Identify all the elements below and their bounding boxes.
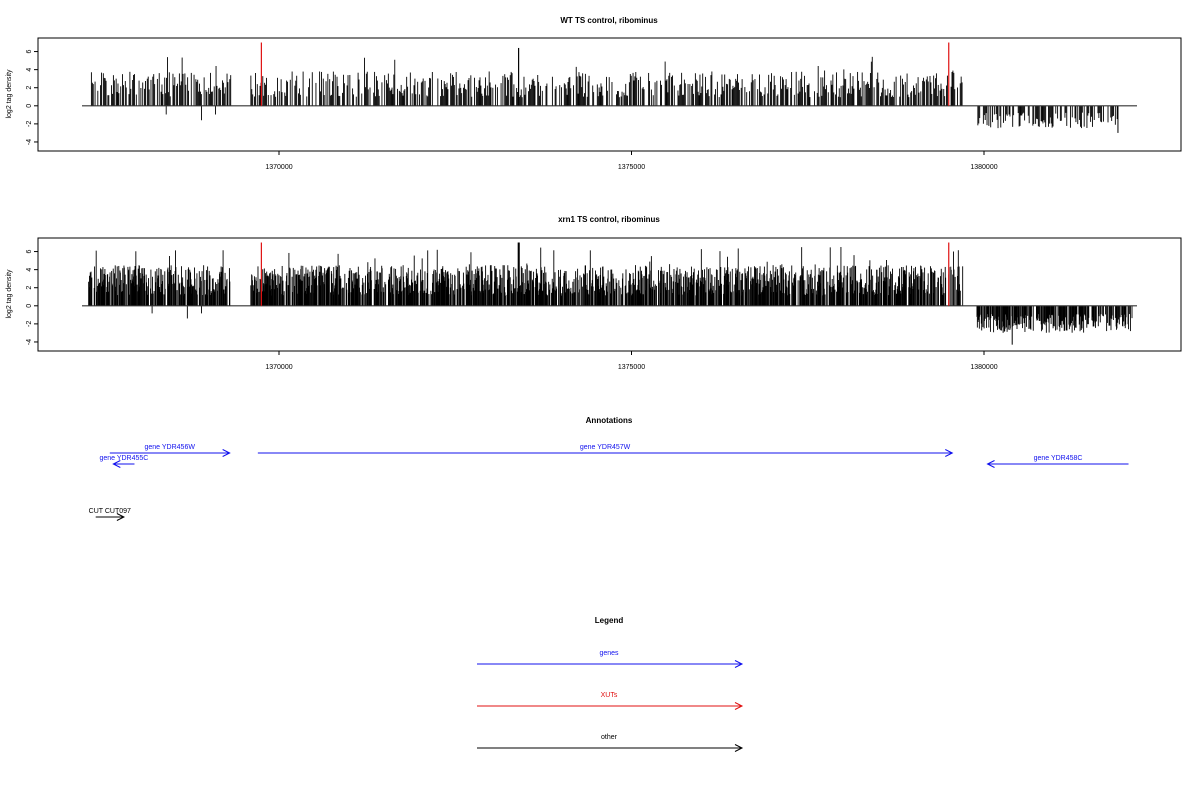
- annotation-feature: CUT CUT097: [89, 508, 131, 521]
- wt-panel: WT TS control, ribominus log2 tag densit…: [6, 16, 1182, 171]
- xrn1-y-axis-label: log2 tag density: [6, 269, 13, 319]
- annotation-arrow-head: [112, 460, 121, 468]
- annotation-label: gene YDR455C: [99, 455, 148, 462]
- wt-x-tick-label: 1375000: [618, 164, 645, 171]
- xrn1-y-tick-label: 4: [26, 268, 33, 272]
- annotation-feature: gene YDR457W: [257, 444, 954, 457]
- xrn1-plot-area: 6 4 2 0 -2 -4 1370000 1375000 1380000: [26, 237, 1182, 371]
- annotation-label: CUT CUT097: [89, 508, 131, 515]
- xrn1-bars: [88, 242, 1133, 345]
- annotation-arrow-head: [945, 449, 954, 457]
- wt-plot-area: 6 4 2 0 -2 -4 1370000 1375000 1380000: [26, 37, 1182, 171]
- annotation-label: gene YDR458C: [1034, 455, 1083, 462]
- annotation-label: gene YDR456W: [144, 444, 195, 451]
- wt-plot-frame: [37, 37, 1182, 152]
- legend-entry: other: [477, 734, 744, 752]
- wt-x-tick-label: 1380000: [970, 164, 997, 171]
- annotation-arrow-head: [986, 460, 995, 468]
- wt-y-tick-label: 6: [26, 50, 33, 54]
- legend-label: genes: [599, 650, 619, 657]
- annotation-feature: gene YDR455C: [99, 455, 148, 468]
- legend-title: Legend: [595, 616, 624, 625]
- legend-arrow-head: [734, 744, 744, 752]
- annotation-arrow-head: [222, 449, 231, 457]
- xrn1-y-tick-label: 6: [26, 250, 33, 254]
- xrn1-y-tick-label: 0: [26, 304, 33, 308]
- xrn1-plot-frame: [37, 237, 1182, 352]
- legend-arrow-head: [734, 660, 744, 668]
- wt-y-tick-label: 0: [26, 104, 33, 108]
- annotations-title: Annotations: [586, 416, 633, 425]
- xrn1-x-tick-label: 1370000: [265, 364, 292, 371]
- legend-entry: XUTs: [477, 692, 744, 710]
- wt-y-tick-label: 4: [26, 68, 33, 72]
- wt-y-tick-label: 2: [26, 86, 33, 90]
- wt-y-axis-label: log2 tag density: [6, 69, 13, 119]
- annotation-feature: gene YDR458C: [986, 455, 1129, 468]
- legend-label: other: [601, 734, 618, 741]
- wt-bars: [90, 47, 1119, 133]
- xrn1-x-tick-label: 1380000: [970, 364, 997, 371]
- xrn1-y-tick-label: 2: [26, 286, 33, 290]
- annotation-label: gene YDR457W: [580, 444, 631, 451]
- legend-items: genes XUTs other: [477, 650, 744, 752]
- annotation-items: gene YDR456W gene YDR455C gene YDR457W gene…: [89, 444, 1129, 521]
- xrn1-panel-title: xrn1 TS control, ribominus: [558, 215, 660, 224]
- xrn1-panel: xrn1 TS control, ribominus log2 tag dens…: [6, 215, 1182, 371]
- wt-y-tick-label: -2: [26, 121, 33, 127]
- legend-arrow-head: [734, 702, 744, 710]
- wt-y-tick-label: -4: [26, 139, 33, 145]
- xrn1-y-tick-label: -2: [26, 321, 33, 327]
- annotation-arrow-head: [116, 513, 126, 521]
- wt-x-tick-label: 1370000: [265, 164, 292, 171]
- annotation-feature: gene YDR456W: [109, 444, 231, 457]
- xrn1-y-tick-label: -4: [26, 339, 33, 345]
- wt-panel-title: WT TS control, ribominus: [560, 16, 658, 25]
- legend-entry: genes: [477, 650, 744, 668]
- legend: Legend genes XUTs other: [477, 616, 744, 752]
- legend-label: XUTs: [601, 692, 618, 699]
- xrn1-x-tick-label: 1375000: [618, 364, 645, 371]
